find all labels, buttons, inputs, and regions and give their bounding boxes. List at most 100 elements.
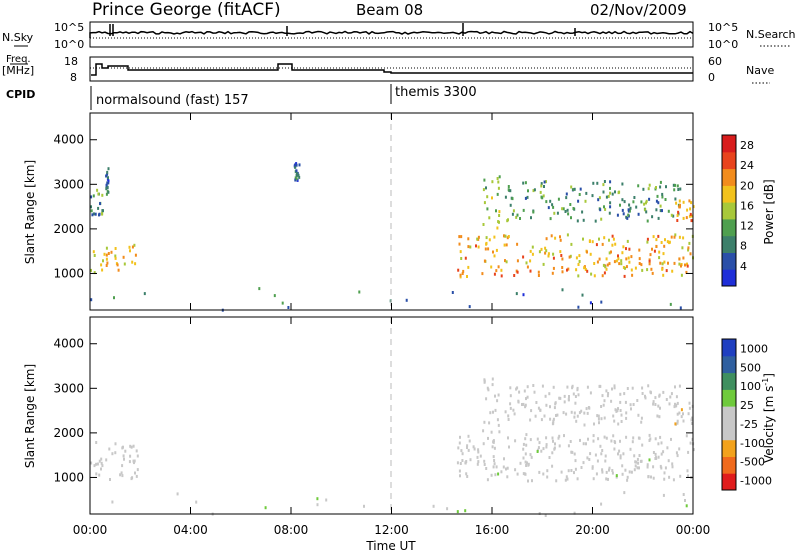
heatmap-cell <box>467 237 470 241</box>
heatmap-cell <box>106 172 109 176</box>
heatmap-cell <box>95 441 98 444</box>
heatmap-cell <box>545 443 548 447</box>
heatmap-cell <box>569 203 572 206</box>
heatmap-cell <box>579 438 581 442</box>
heatmap-cell <box>659 406 661 410</box>
heatmap-cell <box>113 296 115 300</box>
heatmap-cell <box>667 459 670 463</box>
heatmap-cell <box>482 442 485 446</box>
heatmap-cell <box>483 178 486 182</box>
heatmap-cell <box>619 400 622 404</box>
heatmap-cell <box>464 256 467 260</box>
nsearch-tick-top: 10^5 <box>708 21 738 34</box>
heatmap-cell <box>555 479 558 483</box>
heatmap-cell <box>482 223 485 226</box>
heatmap-cell <box>653 249 656 253</box>
heatmap-cell <box>614 441 617 445</box>
heatmap-cell <box>617 407 619 411</box>
heatmap-cell <box>628 209 631 213</box>
heatmap-cell <box>628 247 631 251</box>
heatmap-cell <box>629 403 632 407</box>
heatmap-cell <box>655 456 657 460</box>
heatmap-cell <box>674 233 677 237</box>
heatmap-cell <box>195 500 198 504</box>
x-tick-label: 16:00 <box>475 523 510 537</box>
x-tick-label: 00:00 <box>676 523 711 537</box>
heatmap-cell <box>556 211 559 215</box>
heatmap-cell <box>680 415 683 419</box>
heatmap-cell <box>599 444 602 448</box>
heatmap-cell <box>659 185 662 189</box>
heatmap-cell <box>659 204 662 208</box>
heatmap-cell <box>577 305 580 309</box>
heatmap-cell <box>507 414 510 418</box>
heatmap-cell <box>564 210 567 213</box>
heatmap-cell <box>491 180 494 184</box>
heatmap-cell <box>109 478 111 481</box>
heatmap-cell <box>273 294 276 298</box>
heatmap-cell <box>143 292 146 296</box>
heatmap-cell <box>495 465 498 469</box>
heatmap-cell <box>655 199 658 203</box>
heatmap-cell <box>601 449 604 452</box>
heatmap-cell <box>540 418 543 422</box>
heatmap-cell <box>495 209 497 213</box>
heatmap-cell <box>662 252 665 256</box>
heatmap-cell <box>623 491 626 495</box>
heatmap-cell <box>508 445 510 449</box>
heatmap-cell <box>661 267 664 271</box>
heatmap-cell <box>597 414 600 418</box>
heatmap-cell <box>522 402 525 406</box>
heatmap-cell <box>671 462 674 466</box>
colorbar-tick-label: 1000 <box>740 342 768 355</box>
heatmap-cell <box>549 217 552 221</box>
heatmap-cell <box>114 254 117 258</box>
heatmap-cell <box>636 457 639 461</box>
heatmap-cell <box>626 216 629 220</box>
heatmap-cell <box>135 474 138 478</box>
heatmap-cell <box>648 433 651 437</box>
freq-trace <box>91 63 693 76</box>
heatmap-cell <box>465 460 468 463</box>
heatmap-cell <box>509 189 512 193</box>
heatmap-cell <box>516 472 519 476</box>
power-colorbar: 4 8 12 16 20 24 28 <box>721 134 754 287</box>
heatmap-cell <box>661 195 664 199</box>
heatmap-cell <box>405 298 408 302</box>
heatmap-cell <box>658 393 661 397</box>
heatmap-cell <box>552 266 555 270</box>
heatmap-cell <box>561 207 564 211</box>
heatmap-cell <box>549 417 552 421</box>
colorbar-swatch <box>722 372 736 390</box>
heatmap-cell <box>543 414 546 418</box>
heatmap-cell <box>625 411 628 415</box>
heatmap-cell <box>618 262 621 266</box>
heatmap-cell <box>509 386 512 390</box>
heatmap-cell <box>123 262 126 266</box>
heatmap-cell <box>107 190 110 194</box>
heatmap-cell <box>561 257 564 261</box>
heatmap-cell <box>604 265 607 269</box>
heatmap-cell <box>517 400 520 404</box>
heatmap-cell <box>106 185 109 189</box>
heatmap-cell <box>547 206 550 210</box>
heatmap-cell <box>615 474 618 478</box>
heatmap-cell <box>575 419 578 423</box>
heatmap-cell <box>543 185 545 188</box>
heatmap-cell <box>632 436 635 440</box>
heatmap-cell <box>684 499 686 502</box>
heatmap-cell <box>496 418 499 422</box>
heatmap-cell <box>671 269 674 273</box>
heatmap-cell <box>467 245 470 249</box>
heatmap-cell <box>504 410 507 414</box>
heatmap-cell <box>558 444 561 448</box>
heatmap-cell <box>545 237 548 241</box>
heatmap-cell <box>621 208 624 212</box>
power-ylabel: Slant Range [km] <box>23 160 37 264</box>
heatmap-cell <box>487 247 490 251</box>
colorbar-swatch <box>722 439 736 457</box>
heatmap-cell <box>600 217 603 221</box>
heatmap-cell <box>585 442 587 446</box>
heatmap-cell <box>537 270 540 274</box>
heatmap-cell <box>487 388 490 392</box>
